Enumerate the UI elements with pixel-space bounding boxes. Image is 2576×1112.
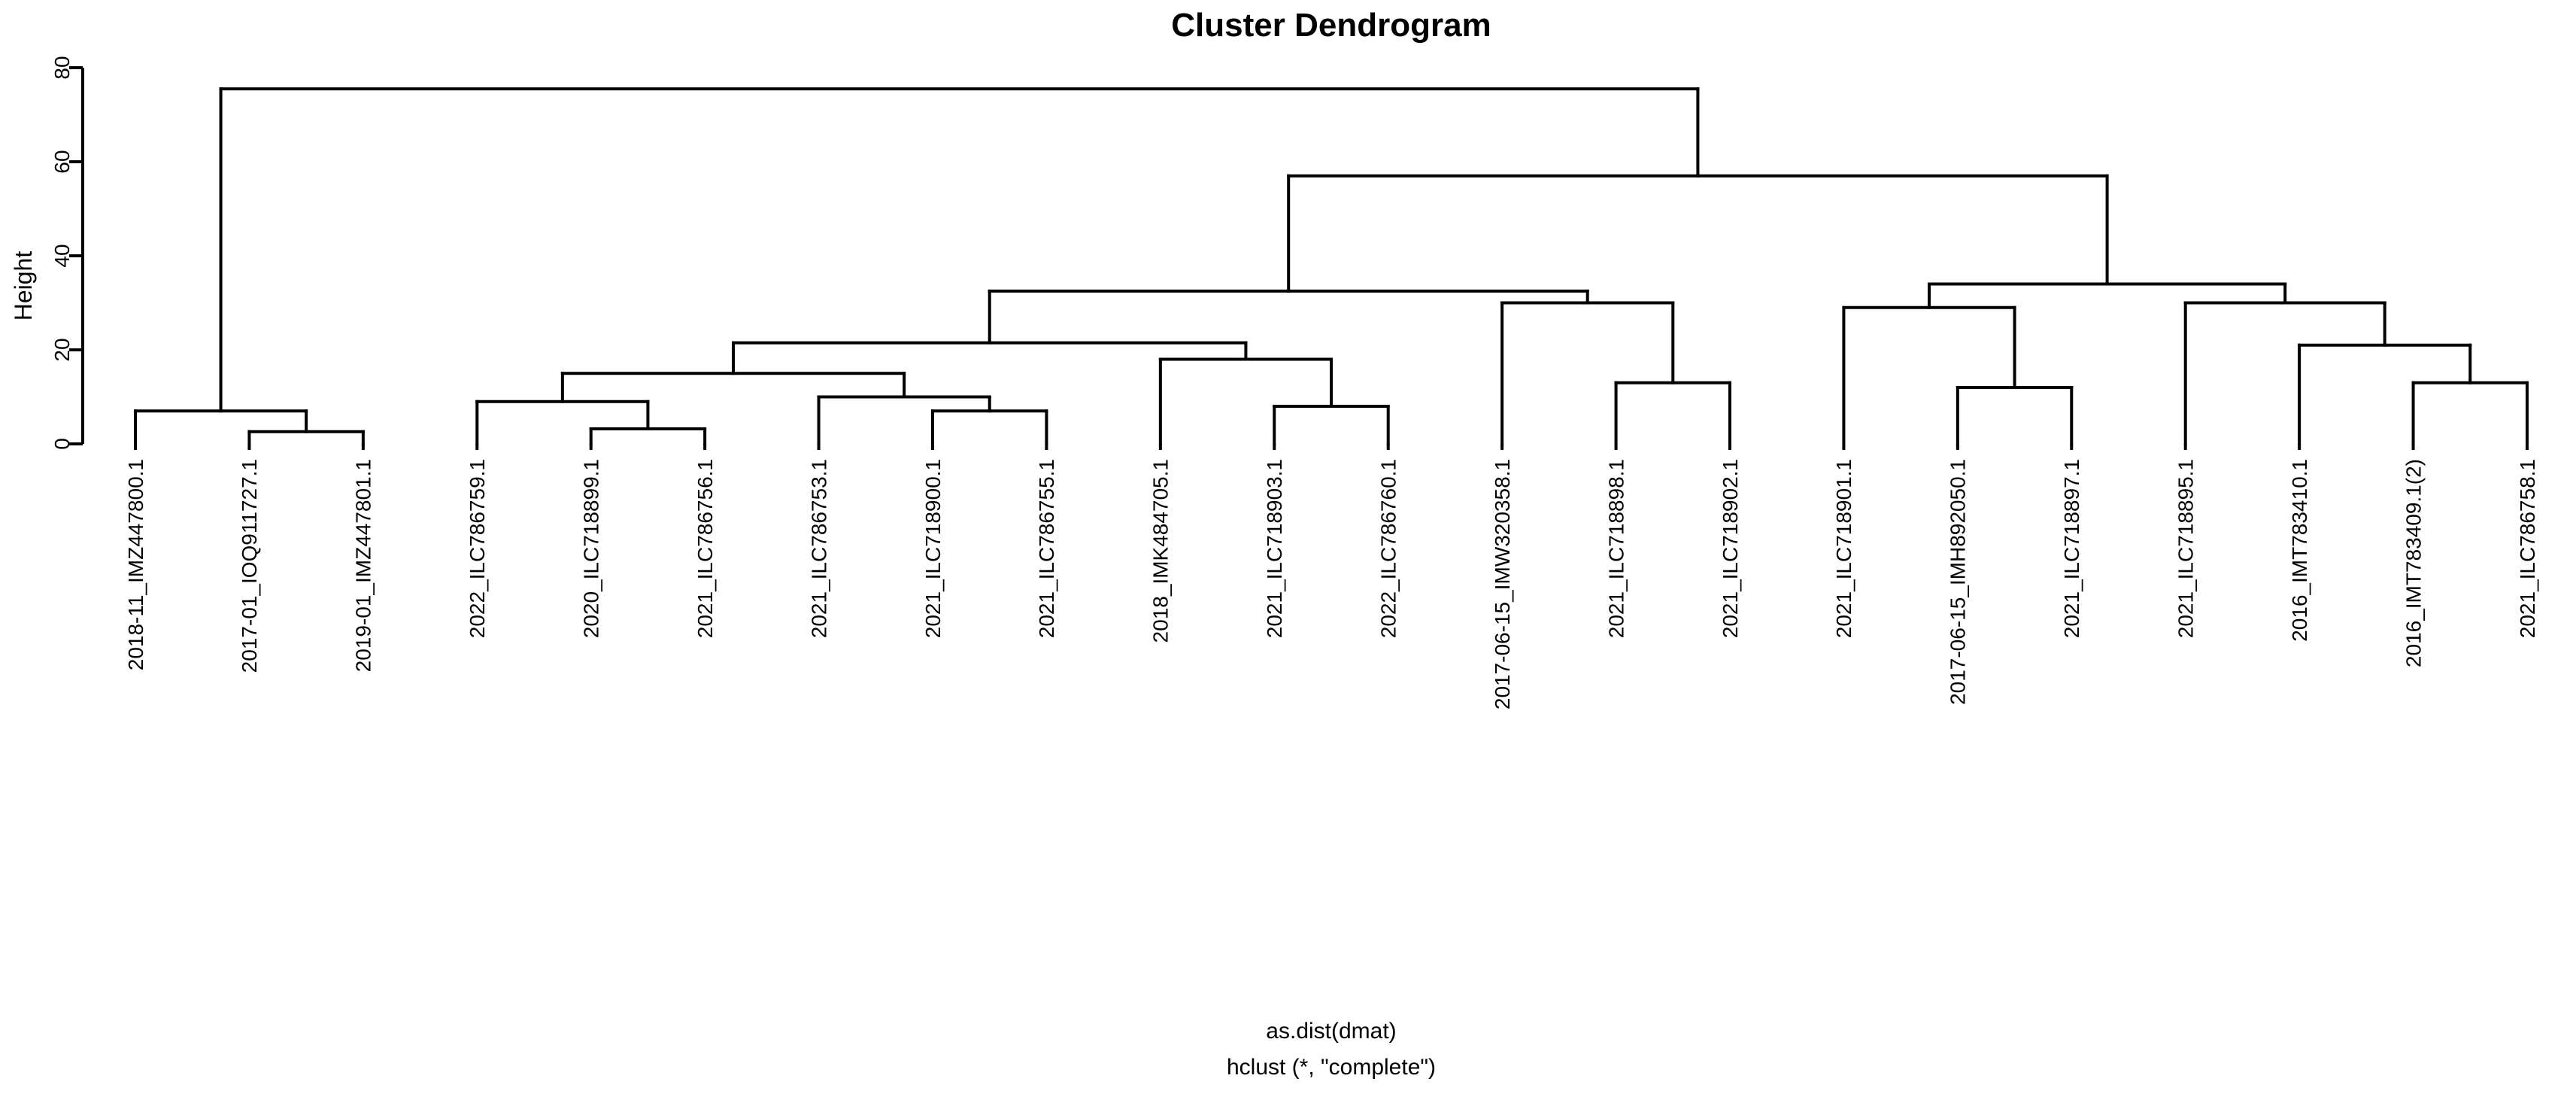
leaf-label: 2021_ILC718900.1 [921,459,945,638]
y-tick-label: 60 [50,150,74,173]
leaf-label: 2016_IMT783409.1(2) [2402,459,2425,667]
leaf-label: 2021_ILC718902.1 [1719,459,1742,638]
y-tick-label: 80 [50,56,74,79]
leaf-label: 2021_ILC786756.1 [693,459,717,638]
leaf-label: 2018_IMK484705.1 [1149,459,1173,643]
chart-title: Cluster Dendrogram [1171,7,1491,44]
leaf-label: 2021_ILC786758.1 [2516,459,2539,638]
leaf-label: 2019-01_IMZ447801.1 [352,459,375,672]
caption-line-2: hclust (*, "complete") [1227,1055,1436,1080]
leaf-label: 2017-06-15_IMH892050.1 [1946,459,1970,705]
leaf-label: 2022_ILC786759.1 [466,459,489,638]
leaf-label: 2020_ILC718899.1 [580,459,603,638]
leaf-label: 2021_ILC718897.1 [2060,459,2083,638]
leaf-label: 2021_ILC786755.1 [1035,459,1058,638]
leaf-label: 2018-11_IMZ447800.1 [124,459,147,670]
y-tick-label: 20 [50,338,74,361]
dendrogram-chart: Cluster Dendrogram 0 20 40 60 80 Height 2018… [0,0,2576,1112]
leaf-labels: 2018-11_IMZ447800.1 2017-01_IOQ911727.1 20… [124,459,2539,709]
y-tick-label: 40 [50,244,74,267]
leaf-label: 2021_ILC718903.1 [1263,459,1286,638]
leaf-label: 2021_ILC786753.1 [807,459,830,638]
leaf-label: 2021_ILC718901.1 [1832,459,1855,638]
dendrogram-lines [135,89,2527,450]
y-tick-label: 0 [50,438,74,450]
leaf-label: 2017-01_IOQ911727.1 [238,459,261,673]
leaf-label: 2021_ILC718898.1 [1604,459,1628,638]
leaf-label: 2022_ILC786760.1 [1377,459,1400,638]
leaf-label: 2021_ILC718895.1 [2174,459,2198,638]
y-axis-label: Height [10,251,37,321]
caption-line-1: as.dist(dmat) [1266,1019,1396,1044]
leaf-label: 2016_IMT783410.1 [2288,459,2311,642]
leaf-label: 2017-06-15_IMW320358.1 [1491,459,1514,709]
y-axis: 0 20 40 60 80 [50,56,83,449]
